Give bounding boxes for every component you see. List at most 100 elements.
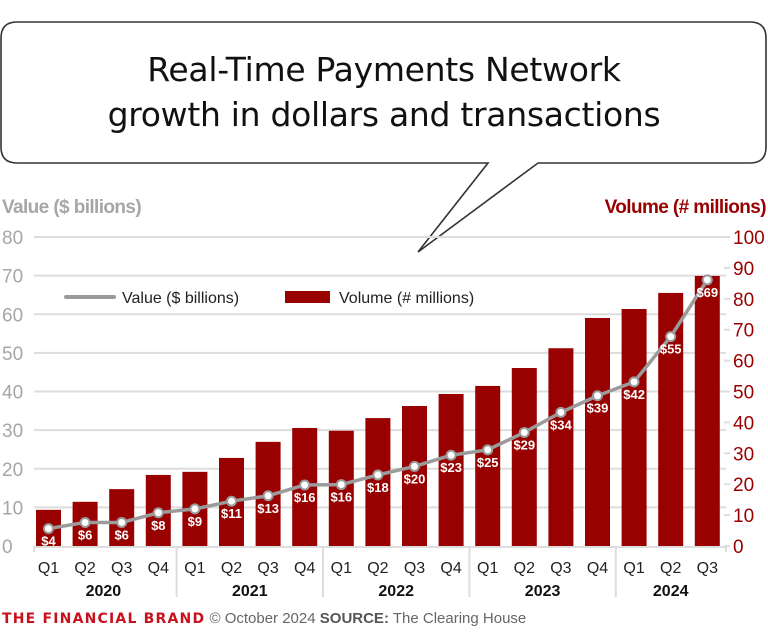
quarter-label: Q1 bbox=[331, 560, 352, 577]
quarter-label: Q2 bbox=[660, 560, 681, 577]
value-data-label: $6 bbox=[78, 527, 92, 542]
value-data-label: $18 bbox=[367, 480, 389, 495]
value-line: $4 $6 $6 $8 $9 $11 $13 $16 $16 $18 $20 $23 $25 $29 $34… bbox=[41, 274, 718, 549]
value-data-label: $11 bbox=[221, 506, 242, 521]
volume-bars bbox=[36, 275, 720, 546]
value-point bbox=[555, 406, 567, 418]
quarter-label: Q4 bbox=[148, 560, 169, 577]
right-axis-ticks: 0 10 20 30 40 50 60 70 80 90 100 bbox=[724, 228, 765, 558]
value-data-label: $4 bbox=[41, 534, 56, 549]
volume-bar bbox=[585, 317, 610, 546]
right-tick-label: 80 bbox=[733, 290, 754, 311]
year-label: 2020 bbox=[86, 583, 122, 600]
brand-logo-text: THE FINANCIAL BRAND bbox=[2, 611, 206, 627]
value-point bbox=[299, 479, 311, 491]
chart-plot-area: 0 10 20 30 40 50 60 70 80 0 10 20 30 40 50 60 70 80 90 100… bbox=[2, 228, 765, 600]
volume-bar bbox=[402, 406, 427, 546]
volume-bar bbox=[621, 308, 647, 546]
footer: THE FINANCIAL BRAND © October 2024 SOURC… bbox=[2, 610, 526, 627]
legend-bar-swatch bbox=[285, 291, 330, 303]
year-label: 2022 bbox=[378, 583, 414, 600]
quarter-label: Q3 bbox=[697, 560, 718, 577]
footer-source: The Clearing House bbox=[392, 610, 527, 627]
value-point bbox=[262, 490, 274, 502]
quarter-label: Q1 bbox=[38, 560, 59, 577]
value-point bbox=[79, 516, 91, 528]
quarter-label: Q3 bbox=[111, 560, 132, 577]
x-axis: Q1 Q2 Q3 Q4 Q1 Q2 Q3 Q4 Q1 Q2 Q3 Q4 Q1 Q2 Q3 Q4 Q1 Q2 Q3 20… bbox=[33, 546, 727, 600]
right-tick-label: 70 bbox=[733, 321, 754, 342]
value-point bbox=[665, 331, 677, 343]
quarter-label: Q3 bbox=[550, 560, 571, 577]
value-point bbox=[701, 274, 713, 286]
value-point bbox=[152, 507, 164, 519]
left-tick-label: 40 bbox=[2, 383, 23, 404]
volume-bar bbox=[694, 275, 720, 546]
quarter-label: Q1 bbox=[623, 560, 644, 577]
volume-bar bbox=[658, 292, 684, 546]
right-tick-label: 10 bbox=[733, 506, 754, 527]
value-data-label: $16 bbox=[294, 490, 316, 505]
value-point bbox=[189, 503, 201, 515]
value-point bbox=[518, 426, 530, 438]
left-tick-label: 10 bbox=[2, 498, 23, 519]
right-tick-label: 100 bbox=[733, 228, 765, 249]
quarter-label: Q2 bbox=[514, 560, 535, 577]
quarter-label: Q1 bbox=[477, 560, 498, 577]
left-axis-ticks: 0 10 20 30 40 50 60 70 80 bbox=[2, 228, 23, 558]
value-data-label: $69 bbox=[696, 285, 718, 300]
right-tick-label: 40 bbox=[733, 413, 754, 434]
volume-bar bbox=[511, 368, 537, 546]
volume-bar bbox=[548, 348, 574, 546]
right-tick-label: 0 bbox=[733, 537, 744, 558]
left-tick-label: 20 bbox=[2, 460, 23, 481]
value-point bbox=[628, 376, 640, 388]
right-tick-label: 60 bbox=[733, 352, 754, 373]
right-tick-label: 50 bbox=[733, 383, 754, 404]
value-data-label: $9 bbox=[188, 514, 202, 529]
volume-bar bbox=[365, 418, 391, 546]
value-data-label: $23 bbox=[440, 460, 462, 475]
footer-source-label: SOURCE: bbox=[319, 610, 389, 627]
right-tick-label: 20 bbox=[733, 475, 754, 496]
year-label: 2021 bbox=[232, 583, 268, 600]
value-data-label: $20 bbox=[404, 471, 426, 486]
value-point bbox=[445, 449, 457, 461]
value-data-label: $8 bbox=[151, 518, 165, 533]
legend-line-label: Value ($ billions) bbox=[122, 290, 239, 307]
value-point bbox=[116, 516, 128, 528]
left-tick-label: 50 bbox=[2, 344, 23, 365]
quarter-label: Q3 bbox=[257, 560, 278, 577]
left-tick-label: 0 bbox=[2, 537, 13, 558]
year-label: 2023 bbox=[525, 583, 561, 600]
speech-bubble bbox=[0, 21, 767, 253]
quarter-label: Q4 bbox=[587, 560, 608, 577]
value-data-label: $25 bbox=[477, 455, 499, 470]
value-data-label: $13 bbox=[257, 501, 279, 516]
volume-bar bbox=[438, 393, 464, 546]
legend: Value ($ billions) Volume (# millions) bbox=[64, 290, 474, 307]
chart-title-line-2: growth in dollars and transactions bbox=[107, 95, 661, 134]
quarter-label: Q4 bbox=[440, 560, 461, 577]
quarter-label: Q2 bbox=[367, 560, 388, 577]
value-point bbox=[409, 460, 420, 472]
value-point bbox=[335, 479, 347, 491]
quarter-label: Q1 bbox=[184, 560, 205, 577]
value-data-label: $6 bbox=[114, 527, 128, 542]
legend-bar-label: Volume (# millions) bbox=[339, 290, 474, 307]
value-data-label: $55 bbox=[660, 342, 682, 357]
left-tick-label: 60 bbox=[2, 305, 23, 326]
quarter-label: Q2 bbox=[221, 560, 242, 577]
chart-title-line-1: Real-Time Payments Network bbox=[147, 50, 621, 89]
right-tick-label: 30 bbox=[733, 444, 754, 465]
year-label: 2024 bbox=[653, 583, 689, 600]
right-tick-label: 90 bbox=[733, 259, 754, 280]
volume-bar bbox=[475, 385, 501, 546]
quarter-label: Q3 bbox=[404, 560, 425, 577]
value-point bbox=[43, 523, 54, 535]
value-point bbox=[482, 444, 494, 456]
value-data-label: $42 bbox=[623, 387, 645, 402]
quarter-label: Q2 bbox=[74, 560, 95, 577]
left-tick-label: 80 bbox=[2, 228, 23, 249]
left-tick-label: 70 bbox=[2, 267, 23, 288]
